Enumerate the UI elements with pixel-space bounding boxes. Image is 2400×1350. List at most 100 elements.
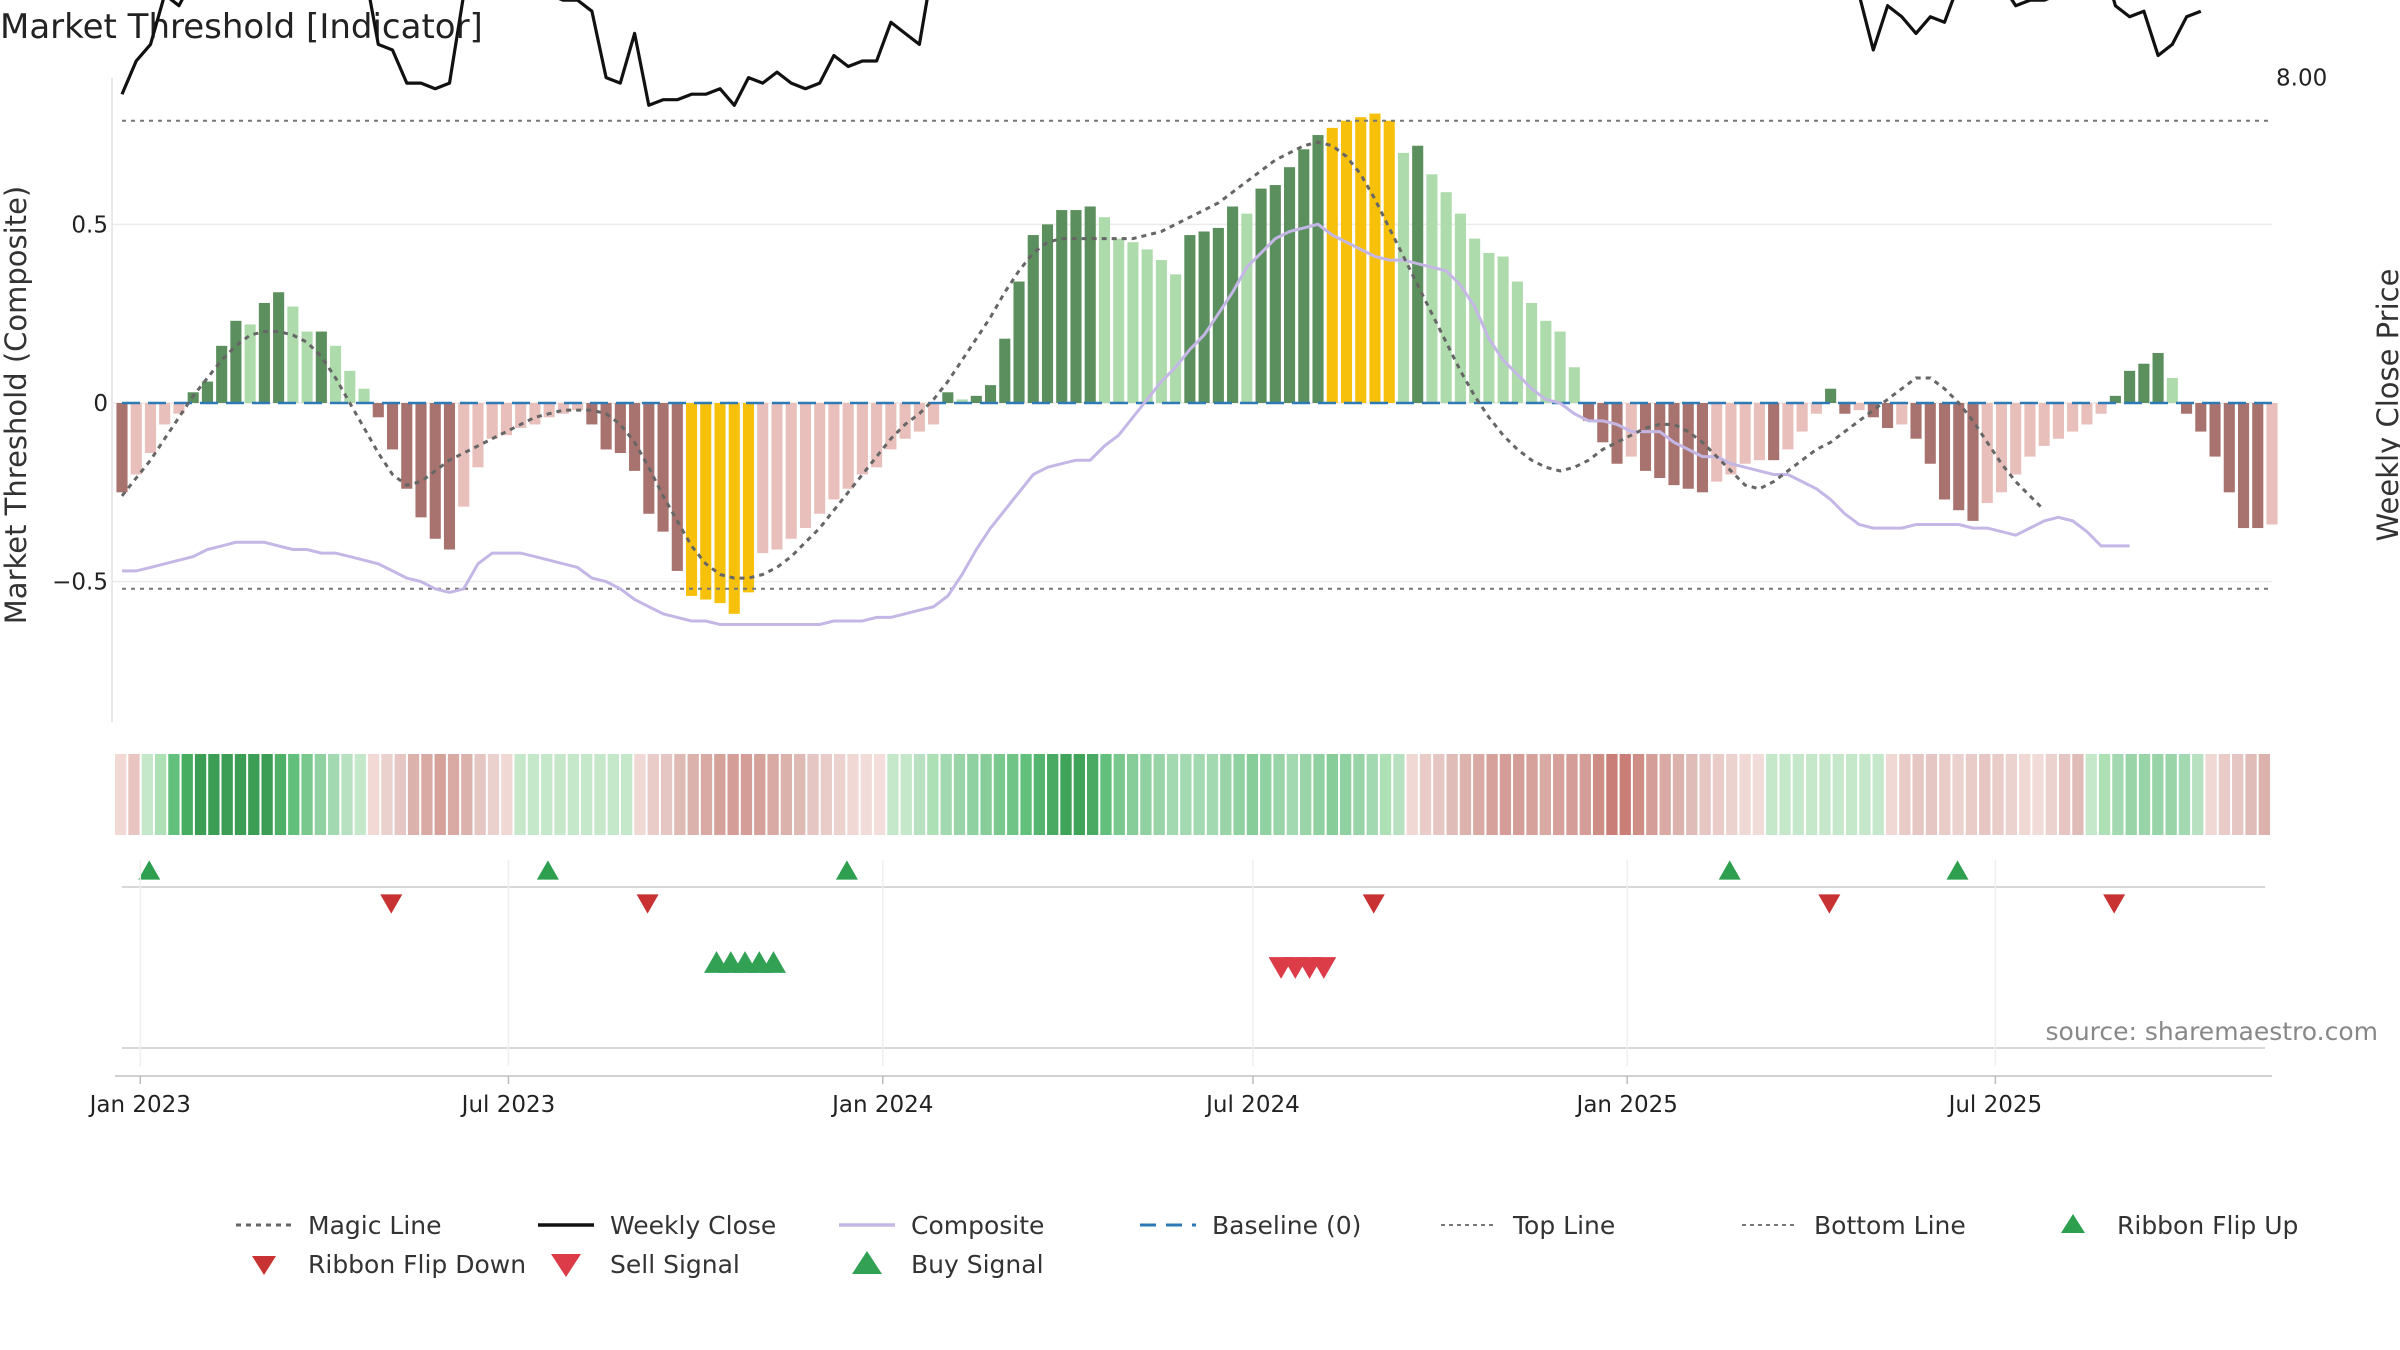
composite-bar xyxy=(1283,167,1296,403)
ribbon-cell xyxy=(1845,754,1858,835)
composite-bar xyxy=(330,345,342,403)
ribbon-cell xyxy=(1007,754,1019,835)
composite-bar xyxy=(1426,174,1438,403)
ribbon-flip-up-marker xyxy=(138,860,161,880)
composite-bar xyxy=(1412,145,1424,403)
legend: Magic Line Weekly Close Composite Baseline … xyxy=(236,1211,2298,1279)
composite-bar xyxy=(315,331,327,403)
composite-bar xyxy=(116,403,128,493)
composite-bar xyxy=(1739,403,1751,464)
ribbon-cell xyxy=(1220,754,1232,835)
legend-label: Magic Line xyxy=(308,1211,442,1240)
composite-bar xyxy=(244,324,256,403)
ribbon-flip-down-marker xyxy=(636,894,659,914)
composite-bar xyxy=(443,403,456,550)
ribbon-cell xyxy=(1353,754,1365,835)
ribbon-cell xyxy=(168,754,180,835)
composite-bar xyxy=(1725,403,1737,475)
ribbon-cell xyxy=(1393,754,1405,835)
x-axis-ticks: Jan 2023 Jul 2023 Jan 2024 Jul 2024 Jan 2025… xyxy=(88,860,2272,1118)
composite-bar xyxy=(1967,403,1979,521)
ribbon-cell xyxy=(1513,754,1525,835)
y-tick-label-right: 8.00 xyxy=(2276,66,2327,92)
ribbon-cell xyxy=(1805,754,1818,835)
ribbon-cell xyxy=(1672,754,1685,835)
ribbon-cell xyxy=(1300,754,1312,835)
ribbon-cell xyxy=(1153,754,1165,835)
ribbon-cell xyxy=(2058,754,2071,835)
chart-title: Market Threshold [Indicator] xyxy=(0,7,483,47)
ribbon-cell xyxy=(1193,754,1205,835)
ribbon-cell xyxy=(1939,754,1951,835)
ribbon-cell xyxy=(2019,754,2031,835)
sell-signal-marker xyxy=(1311,957,1337,979)
composite-bar xyxy=(1796,403,1808,432)
ribbon-flip-up-marker xyxy=(1718,860,1741,880)
ribbon-cell xyxy=(1286,754,1299,835)
ribbon-cell xyxy=(1739,754,1751,835)
ribbon-cell xyxy=(261,754,273,835)
legend-label: Bottom Line xyxy=(1814,1211,1966,1240)
composite-bar xyxy=(1255,188,1267,403)
ribbon-cell xyxy=(1832,754,1844,835)
composite-bar xyxy=(1867,403,1879,418)
composite-bar xyxy=(557,403,569,414)
ribbon-cell xyxy=(1766,754,1778,835)
composite-bar xyxy=(2138,363,2150,403)
composite-bar xyxy=(2124,370,2136,403)
composite-bar xyxy=(2010,403,2022,475)
composite-bar xyxy=(1526,302,1538,403)
ribbon-cell xyxy=(1686,754,1698,835)
composite-bar xyxy=(1839,403,1851,414)
ribbon-cell xyxy=(1486,754,1498,835)
source-note: source: sharemaestro.com xyxy=(2046,1017,2379,1046)
composite-bar xyxy=(1896,403,1908,425)
ribbon-cell xyxy=(1459,754,1472,835)
composite-bar xyxy=(856,403,868,475)
ribbon-cell xyxy=(2125,754,2137,835)
composite-bar xyxy=(600,403,612,450)
composite-bar xyxy=(1084,206,1096,403)
composite-bar xyxy=(287,306,299,403)
ribbon-cell xyxy=(647,754,659,835)
ribbon-cell xyxy=(1606,754,1618,835)
composite-bar xyxy=(842,403,854,489)
composite-bar xyxy=(643,403,655,514)
ribbon-cell xyxy=(1086,754,1099,835)
ribbon-flip-up-marker xyxy=(835,860,858,880)
composite-bar xyxy=(1155,260,1167,403)
composite-bar xyxy=(1882,403,1894,429)
ribbon-cell xyxy=(847,754,859,835)
composite-bar xyxy=(1853,403,1865,411)
ribbon-cell xyxy=(248,754,260,835)
ribbon-cell xyxy=(1885,754,1898,835)
composite-bar xyxy=(1768,403,1780,461)
composite-bar xyxy=(2223,403,2235,493)
ribbon-cell xyxy=(154,754,167,835)
composite-bar xyxy=(913,403,925,432)
composite-bar xyxy=(899,403,911,439)
composite-bar xyxy=(1981,403,1993,504)
composite-bar xyxy=(742,403,755,593)
ribbon-cell xyxy=(128,754,140,835)
ribbon-cell xyxy=(1366,754,1378,835)
ribbon-cell xyxy=(1872,754,1884,835)
ribbon-cell xyxy=(1965,754,1978,835)
composite-bar xyxy=(1041,224,1054,403)
ribbon-cell xyxy=(1273,754,1285,835)
ribbon-cell xyxy=(754,754,766,835)
ribbon-cell xyxy=(341,754,353,835)
ribbon-cell xyxy=(2178,754,2191,835)
composite-bar xyxy=(1056,210,1068,403)
composite-bar xyxy=(372,403,384,418)
composite-bar xyxy=(828,403,840,500)
ribbon-flip-up-marker xyxy=(1946,860,1969,880)
legend-swatch-buy xyxy=(852,1251,882,1274)
composite-bar xyxy=(515,403,527,429)
y-tick-label-left: 0 xyxy=(93,391,108,417)
composite-bar xyxy=(1340,120,1353,403)
composite-bar xyxy=(1953,403,1965,511)
composite-bar xyxy=(1753,403,1765,461)
ribbon-cell xyxy=(940,754,952,835)
